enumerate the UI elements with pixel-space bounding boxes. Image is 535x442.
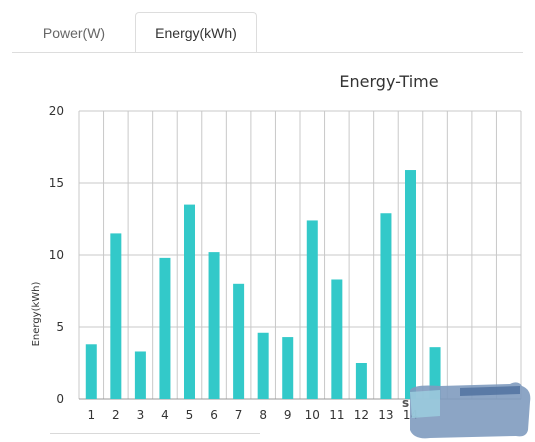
chart-grid (78, 110, 522, 400)
bar-1 (85, 344, 97, 399)
bar-9 (282, 337, 294, 399)
y-tick-label: 0 (56, 392, 64, 406)
tab-energy[interactable]: Energy(kWh) (135, 12, 257, 53)
tab-divider (12, 52, 523, 53)
x-tick-label: 3 (137, 408, 145, 422)
x-tick-label: 8 (259, 408, 267, 422)
bar-12 (355, 363, 367, 399)
bar-15 (429, 347, 441, 399)
x-tick-label: 10 (305, 408, 320, 422)
bar-13 (380, 213, 392, 399)
x-tick-label: 1 (87, 408, 95, 422)
bar-5 (184, 204, 195, 399)
x-tick-label: 13 (378, 408, 393, 422)
bar-11 (331, 279, 343, 399)
bar-4 (159, 257, 171, 399)
y-tick-label: 10 (49, 248, 64, 262)
bar-8 (257, 332, 269, 399)
x-tick-label: 4 (161, 408, 169, 422)
bar-3 (134, 351, 146, 399)
x-tick-label: 6 (210, 408, 218, 422)
x-tick-label: 2 (112, 408, 120, 422)
x-tick-label: 12 (354, 408, 369, 422)
footer-divider (50, 433, 260, 434)
bar-2 (110, 233, 122, 399)
bar-7 (233, 283, 245, 399)
svg-text:s: s (402, 396, 409, 410)
tab-power[interactable]: Power(W) (42, 24, 106, 41)
floating-chat-widget[interactable]: s (400, 380, 535, 442)
y-tick-label: 20 (49, 104, 64, 118)
x-tick-label: 7 (235, 408, 243, 422)
y-axis-label: Energy(kWh) (31, 281, 42, 346)
bar-14 (405, 170, 416, 399)
y-tick-label: 15 (49, 176, 64, 190)
tab-bar: Power(W) Energy(kWh) (0, 0, 535, 53)
bar-6 (208, 252, 220, 399)
y-axis-ticks: 0 5 10 15 20 (49, 104, 64, 406)
x-tick-label: 11 (329, 408, 344, 422)
x-tick-label: 9 (284, 408, 292, 422)
chart-bars (85, 170, 441, 399)
y-tick-label: 5 (56, 320, 64, 334)
x-axis-ticks: 1234567891011121314 (87, 408, 418, 422)
chart-title: Energy-Time (339, 72, 438, 91)
x-tick-label: 5 (186, 408, 194, 422)
bar-10 (306, 220, 318, 399)
